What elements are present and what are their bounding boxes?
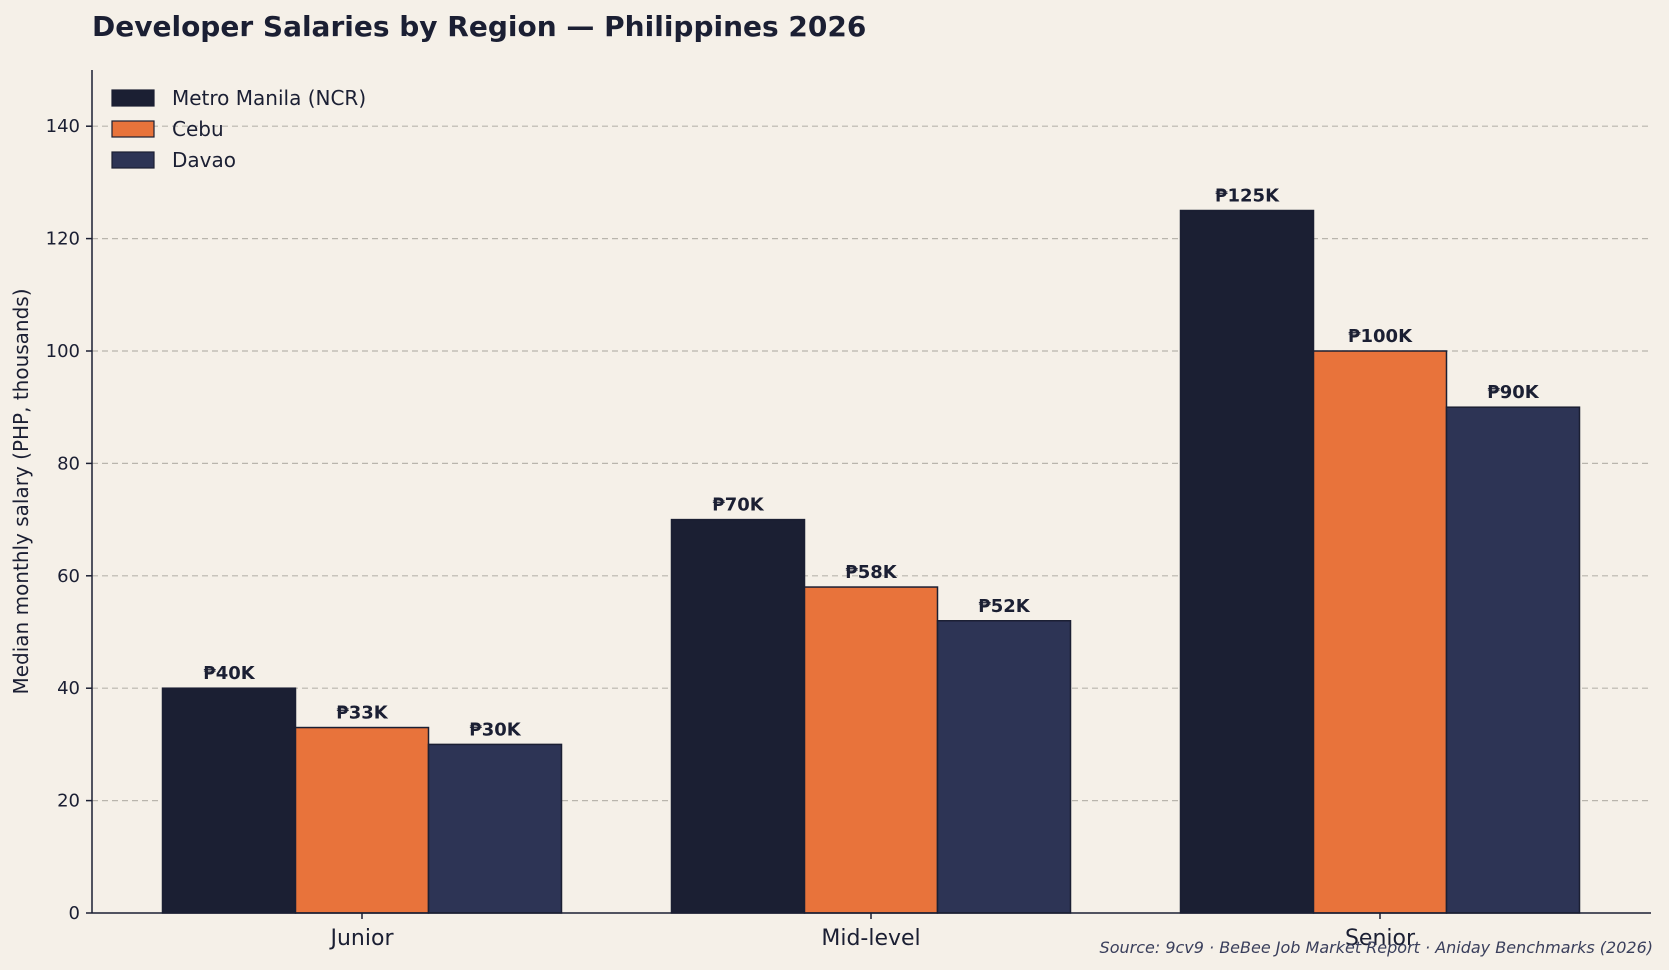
data-label: ₱100K	[1348, 326, 1413, 347]
y-tick-label: 20	[57, 791, 80, 812]
y-tick-label: 60	[57, 566, 80, 587]
bar-cebu-junior	[294, 726, 430, 914]
data-labels: ₱40K ₱70K ₱125K ₱33K ₱58K ₱100K ₱30K ₱52K ₱90K	[203, 186, 1540, 741]
y-tick-label: 120	[46, 229, 80, 250]
bar-metro-manila-ncr-junior	[161, 687, 297, 914]
bar-davao-junior	[427, 743, 563, 914]
bar-metro-manila-ncr-mid-level	[670, 518, 806, 914]
data-label: ₱33K	[336, 703, 389, 724]
bars	[161, 209, 1581, 914]
legend-label: Cebu	[172, 117, 224, 141]
source-note: Source: 9cv9 · BeBee Job Market Report ·…	[1100, 938, 1653, 957]
data-label: ₱52K	[978, 596, 1031, 617]
chart-title: Developer Salaries by Region — Philippin…	[92, 10, 866, 43]
y-tick-label: 80	[57, 453, 80, 474]
legend-swatch	[111, 89, 155, 107]
x-tick-label: Junior	[329, 926, 395, 951]
bar-cebu-mid-level	[803, 586, 939, 914]
data-label: ₱30K	[469, 719, 522, 740]
data-label: ₱70K	[712, 495, 765, 516]
bar-metro-manila-ncr-senior	[1179, 209, 1315, 914]
legend-label: Davao	[172, 148, 236, 172]
y-tick-label: 100	[46, 341, 80, 362]
data-label: ₱58K	[845, 562, 898, 583]
legend-swatch	[111, 151, 155, 169]
data-label: ₱40K	[203, 663, 256, 684]
legend: Metro Manila (NCR) Cebu Davao	[111, 86, 366, 172]
y-tick-label: 40	[57, 678, 80, 699]
y-axis-label: Median monthly salary (PHP, thousands)	[9, 288, 33, 694]
bar-davao-mid-level	[936, 620, 1072, 914]
legend-swatch	[111, 120, 155, 138]
y-tick-label: 0	[69, 903, 80, 924]
data-label: ₱125K	[1215, 186, 1280, 207]
bar-davao-senior	[1445, 406, 1581, 914]
x-tick-label: Mid-level	[821, 926, 920, 951]
legend-label: Metro Manila (NCR)	[172, 86, 366, 110]
tick-labels: 0 20 40 60 80 100 120 140 Junior Mid-level Senior	[46, 116, 1416, 951]
x-tick-label: Senior	[1345, 926, 1416, 951]
y-tick-label: 140	[46, 116, 80, 137]
data-label: ₱90K	[1487, 382, 1540, 403]
bar-cebu-senior	[1312, 350, 1448, 914]
